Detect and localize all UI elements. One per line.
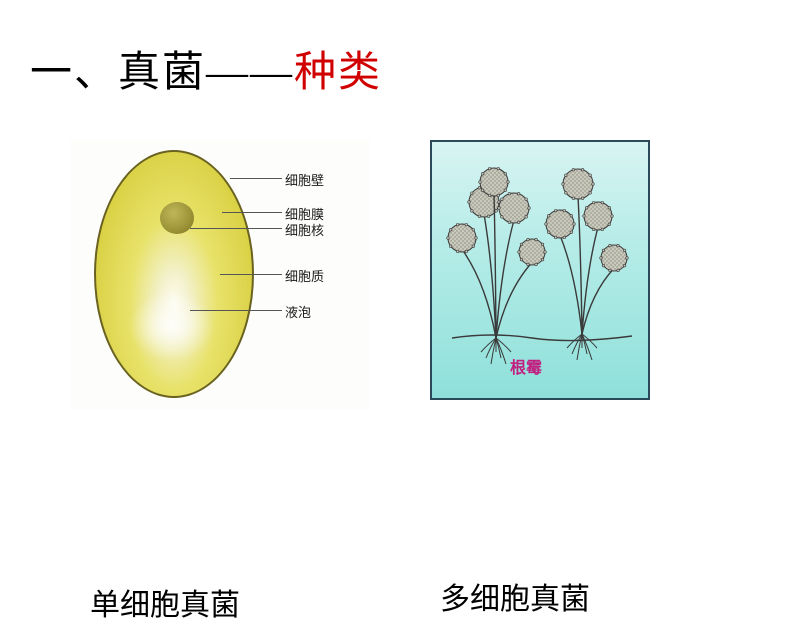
title-highlight: 种类	[294, 50, 382, 96]
cell-label: 细胞质	[285, 266, 324, 285]
vacuole-highlight	[128, 290, 214, 362]
cell-nucleus	[160, 202, 194, 234]
cell-diagram: 细胞壁细胞膜细胞核细胞质液泡	[70, 140, 370, 410]
mold-inner-label: 根霉	[510, 354, 542, 378]
multicellular-fungus-figure: 根霉	[430, 140, 700, 400]
right-caption: 多细胞真菌	[440, 574, 590, 618]
leader-line	[222, 212, 282, 213]
leader-line	[230, 178, 282, 179]
leader-line	[190, 310, 282, 311]
leader-line	[220, 274, 282, 275]
left-caption: 单细胞真菌	[90, 580, 240, 624]
mold-illustration: 根霉	[430, 140, 650, 400]
cell-label: 液泡	[285, 302, 311, 321]
cell-label: 细胞核	[285, 220, 324, 239]
title-prefix: 一、真菌——	[30, 50, 294, 96]
leader-line	[190, 228, 282, 229]
cell-label: 细胞壁	[285, 170, 324, 189]
figures-row: 细胞壁细胞膜细胞核细胞质液泡 根霉 单细胞真菌 多细胞真菌	[0, 140, 794, 540]
page-title: 一、真菌——种类	[30, 38, 382, 99]
unicellular-fungus-figure: 细胞壁细胞膜细胞核细胞质液泡	[70, 140, 370, 410]
